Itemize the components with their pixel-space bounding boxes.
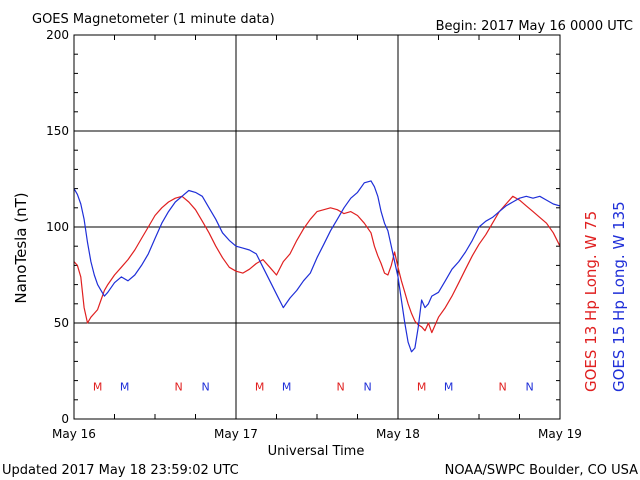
x-tick-label: May 18 <box>376 427 420 441</box>
y-tick-label: 100 <box>46 220 69 234</box>
begin-label: Begin: 2017 May 16 0000 UTC <box>436 19 633 34</box>
series-goes13-line <box>73 195 561 334</box>
y-tick-label: 200 <box>46 28 69 42</box>
y-tick-label: 0 <box>61 412 69 426</box>
y-axis-label: NanoTesla (nT) <box>12 192 30 303</box>
x-tick-label: May 17 <box>214 427 258 441</box>
midnight-marker: M <box>444 380 454 393</box>
midnight-marker: M <box>120 380 130 393</box>
chart-title: GOES Magnetometer (1 minute data) <box>32 12 275 27</box>
x-tick-label: May 16 <box>52 427 96 441</box>
y-tick-label: 150 <box>46 124 69 138</box>
midnight-marker: M <box>282 380 292 393</box>
x-tick-label: May 19 <box>538 427 582 441</box>
legend-goes15: GOES 15 Hp Long. W 135 <box>610 201 628 392</box>
series-lines <box>73 180 561 353</box>
noon-marker: N <box>364 380 372 393</box>
midnight-marker: M <box>417 380 427 393</box>
x-axis-ticks: May 16 May 17 May 18 May 19 <box>52 35 582 441</box>
updated-timestamp: Updated 2017 May 18 23:59:02 UTC <box>2 463 239 478</box>
noon-marker: N <box>202 380 210 393</box>
credit-label: NOAA/SWPC Boulder, CO USA <box>445 463 638 478</box>
noon-marker: N <box>499 380 507 393</box>
y-tick-label: 50 <box>54 316 69 330</box>
x-axis-label: Universal Time <box>268 444 365 459</box>
midnight-marker: M <box>255 380 265 393</box>
noon-marker: N <box>337 380 345 393</box>
grid-lines <box>74 35 560 419</box>
noon-marker: N <box>175 380 183 393</box>
legend-goes13: GOES 13 Hp Long. W 75 <box>582 211 600 392</box>
midnight-marker: M <box>93 380 103 393</box>
noon-marker: N <box>526 380 534 393</box>
series-goes15-line <box>73 180 561 353</box>
plot-frame <box>73 34 561 420</box>
